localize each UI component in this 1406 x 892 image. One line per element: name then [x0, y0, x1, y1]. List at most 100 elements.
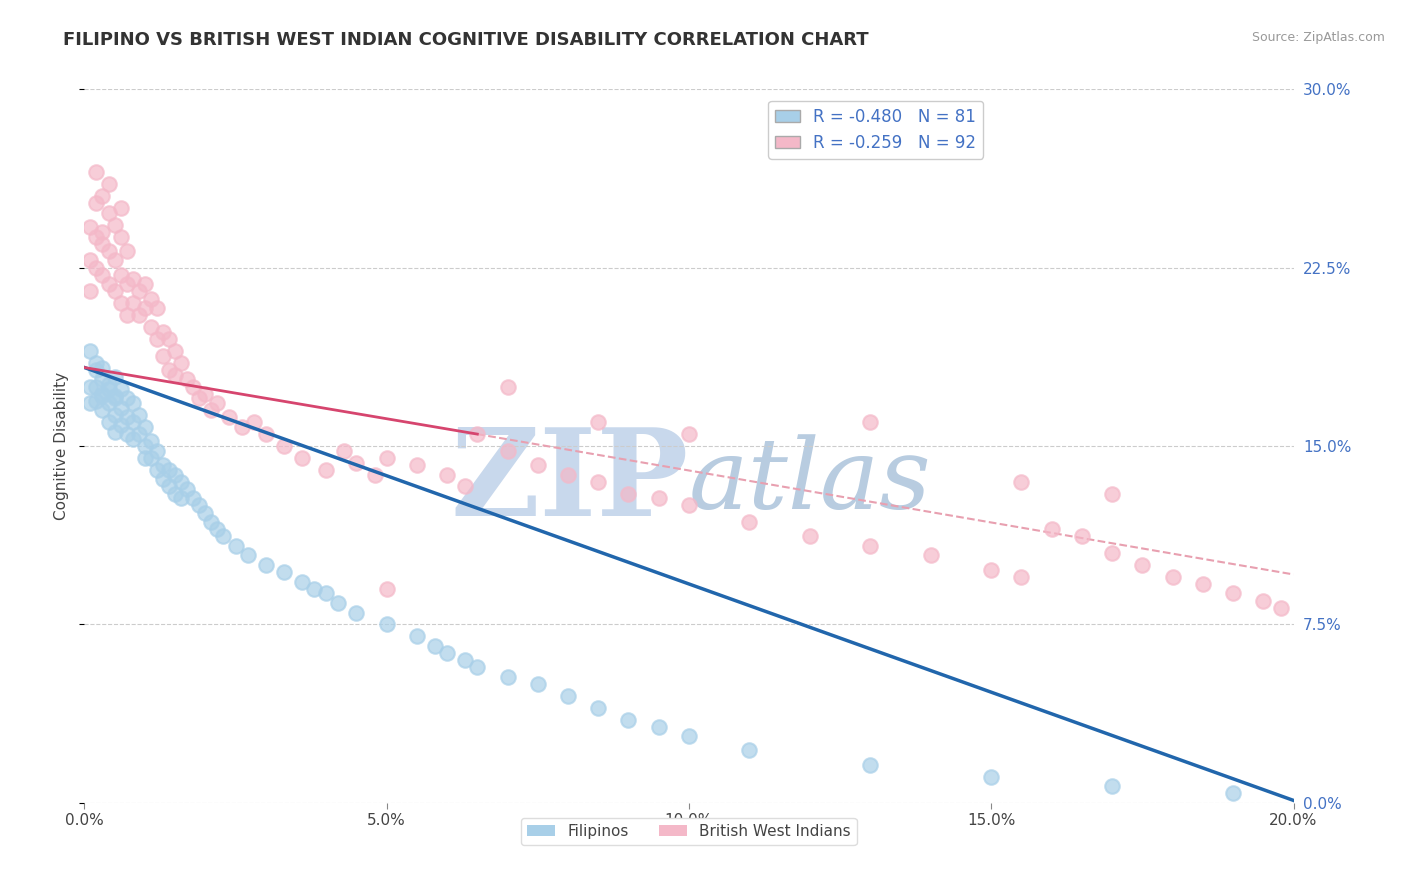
Point: [79, 220, 101, 235]
Point: [86, 260, 108, 275]
Point: [139, 292, 162, 306]
Point: [527, 458, 550, 472]
Point: [678, 729, 700, 743]
Point: [128, 308, 150, 322]
Point: [181, 491, 204, 506]
Text: ZIP: ZIP: [451, 423, 689, 541]
Point: [86, 363, 108, 377]
Point: [110, 296, 132, 310]
Point: [273, 565, 295, 579]
Point: [97, 382, 120, 396]
Point: [617, 486, 640, 500]
Point: [115, 427, 138, 442]
Point: [104, 408, 127, 422]
Text: Source: ZipAtlas.com: Source: ZipAtlas.com: [1251, 31, 1385, 45]
Point: [328, 596, 350, 610]
Point: [375, 450, 398, 465]
Point: [91, 360, 114, 375]
Point: [97, 244, 120, 258]
Point: [139, 434, 162, 449]
Point: [200, 403, 222, 417]
Point: [920, 549, 942, 563]
Point: [128, 408, 150, 422]
Point: [157, 479, 180, 493]
Point: [588, 475, 610, 489]
Point: [1130, 558, 1153, 572]
Point: [170, 356, 193, 370]
Legend: Filipinos, British West Indians: Filipinos, British West Indians: [522, 818, 856, 845]
Point: [134, 277, 156, 292]
Point: [134, 301, 156, 315]
Point: [110, 201, 132, 215]
Point: [363, 467, 385, 482]
Point: [436, 467, 458, 482]
Point: [121, 296, 143, 310]
Point: [97, 377, 120, 392]
Point: [181, 379, 204, 393]
Point: [291, 450, 314, 465]
Point: [146, 332, 169, 346]
Point: [1011, 475, 1033, 489]
Point: [91, 268, 114, 282]
Point: [79, 379, 101, 393]
Point: [115, 308, 138, 322]
Point: [152, 349, 174, 363]
Point: [157, 363, 180, 377]
Point: [1270, 600, 1292, 615]
Point: [254, 558, 277, 572]
Point: [79, 343, 101, 358]
Point: [110, 417, 132, 432]
Point: [1253, 593, 1275, 607]
Point: [139, 450, 162, 465]
Point: [79, 253, 101, 268]
Point: [406, 458, 429, 472]
Point: [97, 178, 120, 192]
Point: [527, 677, 550, 691]
Point: [496, 379, 519, 393]
Point: [121, 272, 143, 286]
Point: [97, 206, 120, 220]
Point: [152, 325, 174, 339]
Point: [97, 415, 120, 429]
Point: [134, 420, 156, 434]
Point: [134, 439, 156, 453]
Point: [121, 396, 143, 410]
Point: [86, 196, 108, 211]
Point: [375, 617, 398, 632]
Point: [104, 392, 127, 406]
Point: [115, 277, 138, 292]
Point: [496, 443, 519, 458]
Point: [188, 499, 211, 513]
Point: [128, 285, 150, 299]
Point: [496, 670, 519, 684]
Point: [104, 285, 127, 299]
Point: [212, 529, 235, 543]
Point: [79, 396, 101, 410]
Point: [467, 660, 489, 674]
Point: [86, 229, 108, 244]
Point: [194, 386, 217, 401]
Point: [346, 456, 368, 470]
Point: [110, 401, 132, 415]
Point: [375, 582, 398, 596]
Point: [454, 479, 477, 493]
Point: [859, 415, 882, 429]
Point: [165, 368, 187, 382]
Text: atlas: atlas: [689, 434, 932, 529]
Point: [588, 415, 610, 429]
Point: [1192, 577, 1215, 591]
Point: [1161, 570, 1184, 584]
Point: [91, 386, 114, 401]
Point: [91, 389, 114, 403]
Point: [225, 539, 247, 553]
Point: [121, 432, 143, 446]
Point: [115, 244, 138, 258]
Point: [218, 410, 240, 425]
Point: [980, 770, 1002, 784]
Point: [436, 646, 458, 660]
Point: [134, 450, 156, 465]
Point: [97, 277, 120, 292]
Point: [115, 410, 138, 425]
Point: [980, 563, 1002, 577]
Point: [104, 253, 127, 268]
